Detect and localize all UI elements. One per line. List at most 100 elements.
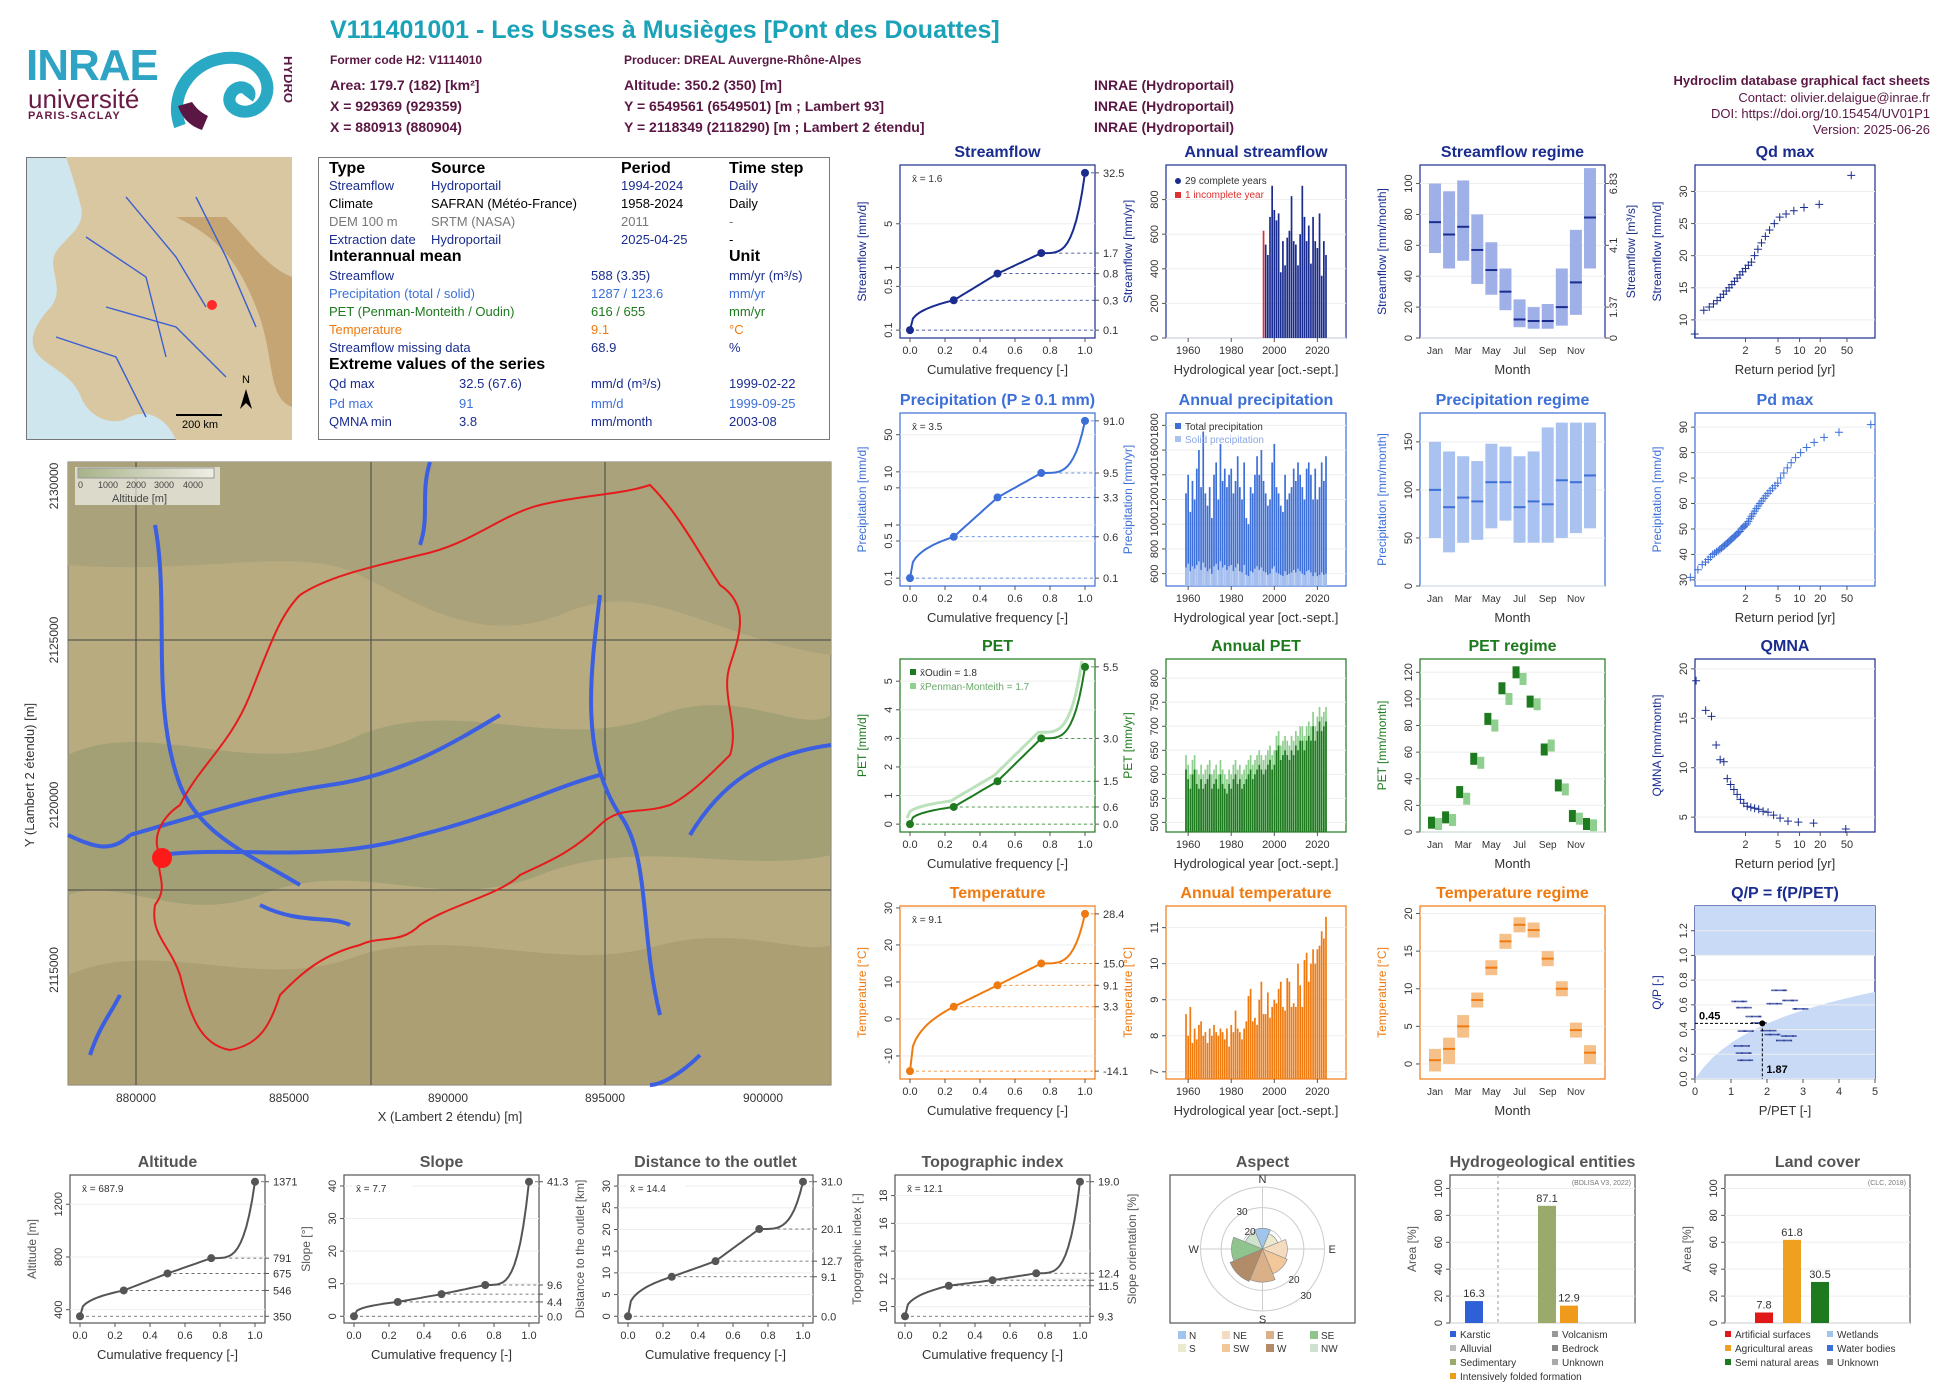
bar — [1271, 185, 1274, 338]
bar — [1208, 487, 1211, 586]
y-tick-label: 800 — [1149, 669, 1161, 687]
y-tick-label: 0 — [1708, 1320, 1720, 1326]
bar — [1262, 480, 1265, 586]
x-tick-label: 1980 — [1219, 345, 1243, 357]
data-point — [1784, 1039, 1787, 1042]
bar — [1226, 569, 1228, 586]
x-tick-label: 50 — [1841, 345, 1853, 357]
quantile-point — [251, 1177, 259, 1186]
data-point — [1733, 790, 1742, 799]
x-tick-label: 0.4 — [416, 1330, 431, 1342]
ia-streamflow: Streamflow — [329, 268, 395, 283]
bar — [1256, 769, 1258, 832]
bar — [1301, 1006, 1304, 1079]
db-title: Hydroclim database graphical fact sheets — [1673, 73, 1930, 88]
data-point — [1774, 1033, 1777, 1036]
mean-label: x̄ = 14.4 — [630, 1184, 666, 1195]
ex-qmna: QMNA min — [329, 414, 392, 429]
quantile-point — [711, 1257, 720, 1266]
bar — [1236, 1028, 1239, 1079]
x-tick-label: 0.4 — [972, 345, 987, 357]
bar — [1314, 572, 1317, 586]
bar — [1275, 1003, 1278, 1079]
y-tick-label: 10 — [878, 1300, 890, 1312]
bar-value-label: 61.8 — [1781, 1227, 1802, 1239]
data-point — [1740, 1000, 1742, 1003]
row-streamflow-source: Hydroportail — [431, 178, 502, 193]
y-tick-label: 14 — [878, 1245, 890, 1257]
x-tick-label: 20 — [1814, 839, 1826, 851]
x-axis-label: Cumulative frequency [-] — [922, 1347, 1063, 1362]
bar-value-label: 16.3 — [1463, 1288, 1484, 1300]
altitude: Altitude: 350.2 (350) [m] — [624, 77, 782, 93]
bar — [1232, 493, 1235, 586]
legend-marker — [1266, 1344, 1274, 1352]
data-point — [1787, 999, 1790, 1002]
x-axis-label: Return period [yr] — [1735, 362, 1835, 377]
data-point — [1737, 1052, 1739, 1054]
data-point — [1775, 1033, 1778, 1036]
regime-box-penman — [1505, 692, 1513, 705]
right-tick-label: 15.0 — [1103, 958, 1124, 970]
bar — [1264, 769, 1267, 832]
y-tick-label: 40 — [1433, 1263, 1445, 1275]
x-tick-label: Nov — [1567, 840, 1585, 851]
data-point — [1769, 811, 1778, 820]
x-tick: 880000 — [116, 1091, 156, 1105]
point-label: 1.87 — [1766, 1064, 1787, 1076]
bar — [1204, 567, 1207, 586]
data-point — [1776, 1002, 1779, 1005]
y-tick-label: 12 — [878, 1273, 890, 1285]
y-tick-label: 0 — [1403, 583, 1415, 589]
y-tick-label: 30 — [1678, 185, 1690, 197]
data-point — [1782, 989, 1785, 992]
y-tick-label: 60 — [1708, 1236, 1720, 1248]
bar — [1241, 788, 1243, 832]
x-tick-label: 0.2 — [937, 345, 952, 357]
data-point — [1769, 1029, 1771, 1032]
interannual-heading: Interannual mean — [329, 248, 462, 265]
y-tick-label: 2 — [883, 764, 895, 770]
bar — [1191, 1042, 1194, 1079]
data-point — [1779, 468, 1788, 477]
bar — [1213, 566, 1215, 586]
data-point — [1780, 1002, 1783, 1005]
y-tick-label: 5 — [1678, 814, 1690, 820]
bar — [1198, 788, 1200, 832]
data-point — [1765, 1022, 1768, 1024]
x-tick-label: Mar — [1455, 1087, 1473, 1098]
bar — [1236, 563, 1239, 586]
data-point — [1782, 209, 1791, 218]
data-point — [1746, 1015, 1749, 1018]
ring-label: 20 — [1245, 1227, 1257, 1238]
bar — [1316, 949, 1319, 1079]
data-point — [1780, 1039, 1782, 1042]
bar — [1200, 569, 1202, 586]
x-tick-label: 0.6 — [1007, 1086, 1022, 1098]
right-tick-label: 3.0 — [1103, 733, 1118, 745]
bar — [1223, 788, 1226, 832]
chart-altitude: Altitude Cumulative frequency [-] Altitude… — [25, 1154, 297, 1362]
regime-box-oudin — [1583, 818, 1590, 831]
bar — [1260, 567, 1263, 586]
right-tick-label: 1371 — [273, 1177, 297, 1189]
bar — [1305, 571, 1308, 586]
legend-label: Unknown — [1562, 1358, 1604, 1369]
y-axis-label: Precipitation [mm/month] — [1375, 433, 1389, 566]
x-tick-label: 5 — [1775, 839, 1781, 851]
data-point — [1747, 1059, 1749, 1062]
x-tick-label: May — [1482, 594, 1501, 605]
y-axis-label: PET [mm/yr] — [1121, 712, 1135, 778]
data-point — [1734, 1000, 1736, 1003]
bar — [1288, 573, 1291, 586]
data-point — [1775, 989, 1778, 992]
bar — [1273, 999, 1276, 1079]
catchment-boundary — [153, 483, 741, 1052]
bar — [1193, 1028, 1196, 1079]
legend-marker — [1450, 1373, 1456, 1379]
ia-precip-unit: mm/yr — [729, 286, 766, 301]
bar — [1187, 1035, 1190, 1079]
river-network — [67, 461, 832, 1087]
bar-value-label: 30.5 — [1809, 1269, 1830, 1281]
doi-link[interactable]: DOI: https://doi.org/10.15454/UV01P1 — [1711, 106, 1930, 121]
